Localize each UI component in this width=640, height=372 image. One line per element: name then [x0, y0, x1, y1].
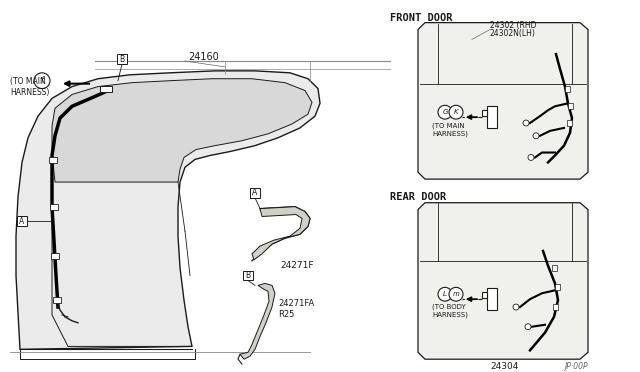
Text: f: f	[40, 76, 44, 85]
Text: 24304: 24304	[490, 362, 518, 371]
Circle shape	[438, 287, 452, 301]
Bar	[553, 304, 558, 310]
Text: m: m	[452, 291, 460, 297]
Text: 24160: 24160	[188, 52, 219, 62]
Circle shape	[449, 287, 463, 301]
Circle shape	[513, 304, 519, 310]
Circle shape	[449, 105, 463, 119]
Polygon shape	[16, 71, 320, 349]
Text: 24271FA: 24271FA	[278, 299, 314, 308]
Bar	[53, 297, 61, 303]
Circle shape	[438, 105, 452, 119]
Bar	[482, 110, 487, 116]
Circle shape	[34, 73, 50, 89]
Bar	[49, 157, 57, 163]
Text: A: A	[19, 217, 24, 226]
Bar	[250, 188, 260, 198]
Text: A: A	[252, 188, 258, 198]
Text: (TO MAIN
HARNESS): (TO MAIN HARNESS)	[432, 122, 468, 137]
Circle shape	[533, 133, 539, 139]
Bar	[117, 54, 127, 64]
Polygon shape	[418, 203, 588, 359]
Bar	[482, 292, 487, 298]
Polygon shape	[252, 207, 310, 260]
Polygon shape	[52, 79, 312, 182]
Bar	[567, 120, 572, 126]
Polygon shape	[418, 23, 588, 179]
Text: 24271F: 24271F	[280, 261, 314, 270]
Text: B: B	[245, 271, 251, 280]
Text: G: G	[442, 109, 448, 115]
Bar	[100, 86, 112, 92]
Circle shape	[523, 120, 529, 126]
Polygon shape	[240, 283, 275, 359]
Text: L: L	[443, 291, 447, 297]
Text: REAR DOOR: REAR DOOR	[390, 192, 446, 202]
Bar	[50, 204, 58, 209]
Bar	[555, 285, 560, 290]
Text: 24302 (RHD: 24302 (RHD	[490, 21, 536, 30]
Text: (TO MAIN
HARNESS): (TO MAIN HARNESS)	[10, 77, 49, 97]
Text: FRONT DOOR: FRONT DOOR	[390, 13, 452, 23]
Bar	[243, 270, 253, 280]
Bar	[552, 265, 557, 270]
Bar	[568, 103, 573, 109]
Text: B: B	[120, 55, 125, 64]
Bar	[51, 253, 59, 259]
Bar	[565, 86, 570, 92]
Text: R25: R25	[278, 310, 294, 320]
Circle shape	[525, 324, 531, 330]
Bar	[487, 106, 497, 128]
Bar	[487, 288, 497, 310]
Text: JP·00P: JP·00P	[564, 362, 588, 371]
Text: K: K	[454, 109, 458, 115]
Circle shape	[528, 154, 534, 160]
Text: 24302N(LH): 24302N(LH)	[490, 29, 536, 38]
Bar	[17, 217, 27, 226]
Text: (TO BODY
HARNESS): (TO BODY HARNESS)	[432, 303, 468, 318]
